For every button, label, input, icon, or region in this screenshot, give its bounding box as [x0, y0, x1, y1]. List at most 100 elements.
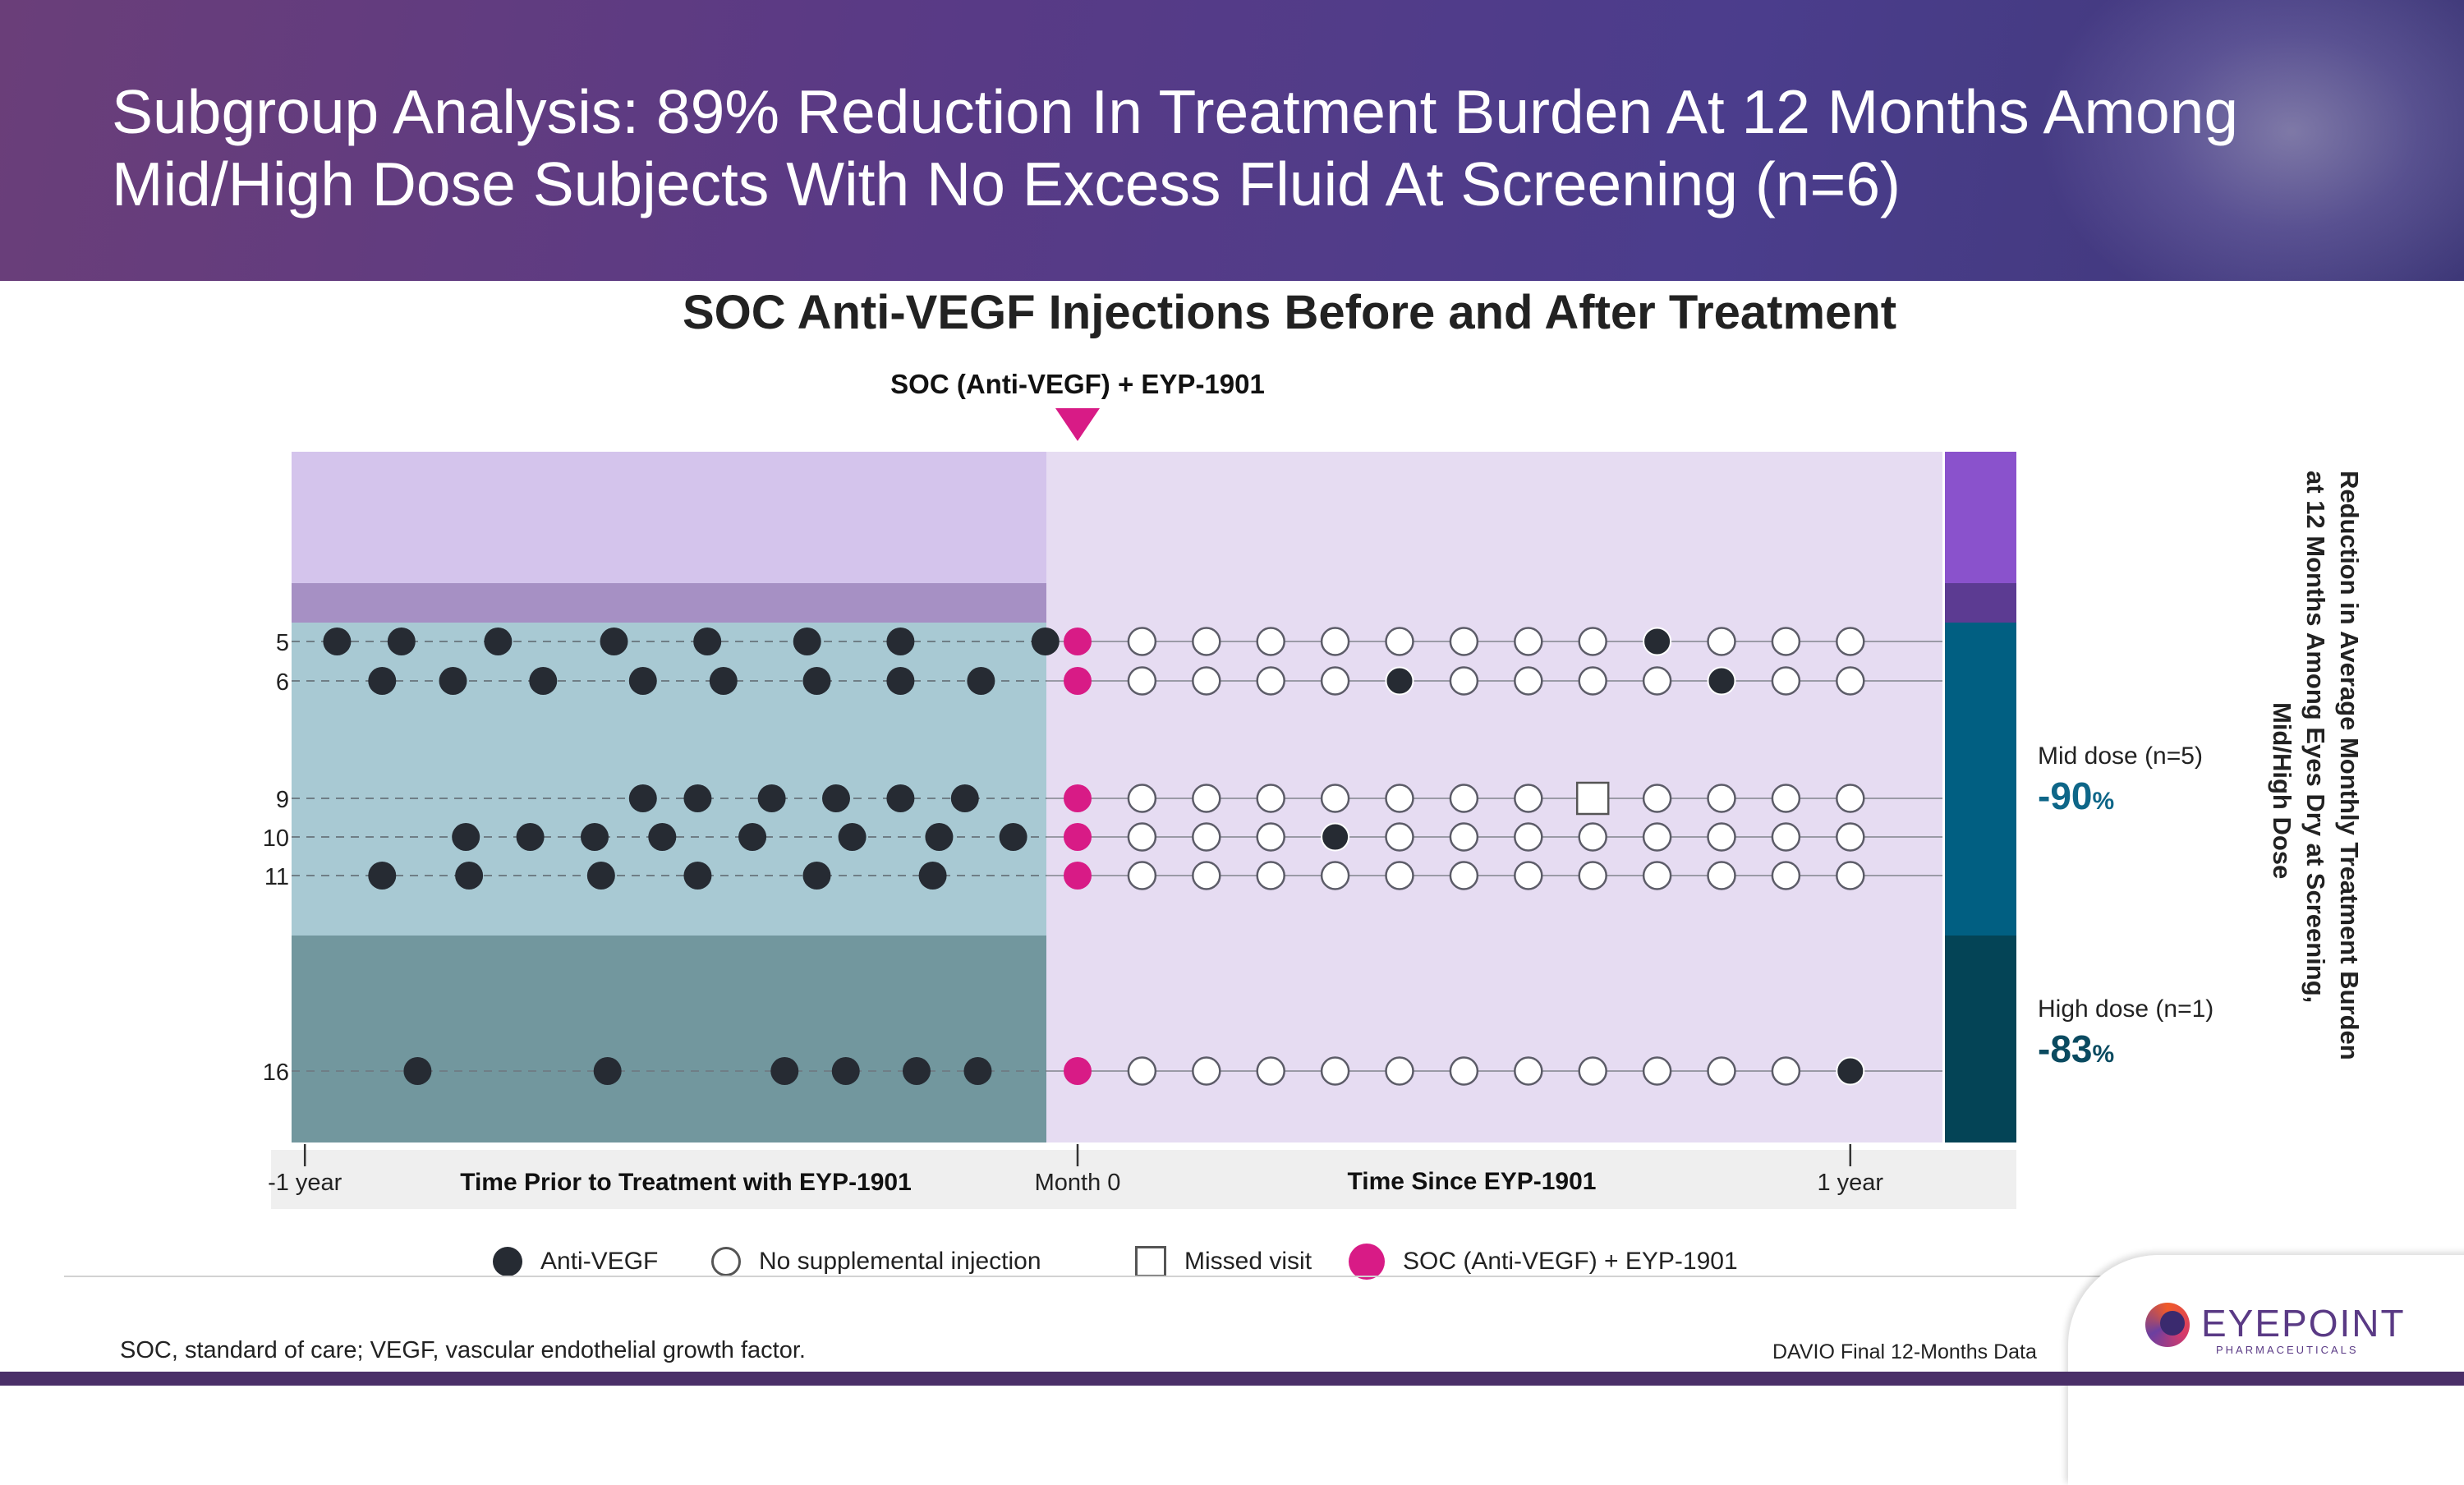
- no-injection-dot: [1771, 1056, 1801, 1086]
- anti-vegf-dot: [455, 862, 484, 890]
- anti-vegf-dot: [452, 823, 480, 851]
- no-injection-dot: [1642, 1056, 1672, 1086]
- no-injection-dot: [1385, 861, 1414, 890]
- anti-vegf-dot: [925, 823, 954, 851]
- anti-vegf-dot: [950, 784, 979, 812]
- x-tick-label: Month 0: [1035, 1170, 1121, 1196]
- anti-vegf-dot: [831, 1057, 860, 1085]
- logo-card: [2068, 1255, 2464, 1485]
- anti-vegf-dot: [484, 628, 513, 655]
- no-injection-dot: [1771, 861, 1801, 890]
- no-injection-dot: [1771, 822, 1801, 852]
- anti-vegf-dot: [387, 628, 416, 655]
- no-injection-dot: [1320, 861, 1350, 890]
- chart-title: SOC Anti-VEGF Injections Before and Afte…: [682, 286, 1897, 339]
- anti-vegf-dot: [403, 1057, 432, 1085]
- no-injection-dot: [1771, 627, 1801, 656]
- no-injection-dot: [1449, 822, 1479, 852]
- data-source: DAVIO Final 12-Months Data: [1772, 1340, 2037, 1363]
- treatment-start-arrow: [1055, 408, 1100, 441]
- x-tick-label: -1 year: [268, 1170, 342, 1196]
- no-injection-dot: [1256, 666, 1285, 696]
- no-injection-dot: [1320, 627, 1350, 656]
- anti-vegf-dot: [757, 784, 786, 812]
- anti-vegf-dot: [999, 823, 1027, 851]
- anti-vegf-dot: [793, 628, 821, 655]
- legend-item-no-supplemental: No supplemental injection: [711, 1239, 1041, 1285]
- high-dose-band: [292, 936, 1046, 1142]
- footnote: SOC, standard of care; VEGF, vascular en…: [120, 1337, 806, 1363]
- no-injection-dot: [1707, 861, 1736, 890]
- anti-vegf-dot: [516, 823, 545, 851]
- no-injection-dot: [1127, 627, 1157, 656]
- no-injection-dot: [1449, 861, 1479, 890]
- no-injection-dot: [1578, 627, 1607, 656]
- no-injection-dot: [1836, 666, 1865, 696]
- no-injection-dot: [1127, 784, 1157, 813]
- group-reduction-value: -83%: [2038, 1028, 2114, 1070]
- no-injection-dot: [1707, 784, 1736, 813]
- no-injection-dot: [1127, 861, 1157, 890]
- group-reduction-unit: %: [2092, 788, 2114, 815]
- no-injection-dot: [1449, 666, 1479, 696]
- no-injection-dot: [1192, 861, 1221, 890]
- subject-id-label: 16: [263, 1060, 289, 1086]
- no-injection-dot: [1449, 1056, 1479, 1086]
- group-label: Mid dose (n=5): [2038, 742, 2203, 770]
- anti-vegf-dot: [439, 667, 467, 695]
- group-reduction-unit: %: [2092, 1041, 2114, 1068]
- anti-vegf-dot: [1385, 666, 1414, 696]
- anti-vegf-dot: [693, 628, 722, 655]
- logo-wordmark: EYEPOINT: [2201, 1302, 2406, 1345]
- anti-vegf-dot: [1707, 666, 1736, 696]
- anti-vegf-dot: [628, 667, 657, 695]
- anti-vegf-dot: [738, 823, 767, 851]
- no-injection-dot: [1192, 627, 1221, 656]
- subject-id-label: 11: [264, 864, 289, 890]
- magenta-circle-icon: [1349, 1244, 1385, 1280]
- legend-label: Missed visit: [1184, 1248, 1312, 1275]
- logo-subtitle: PHARMACEUTICALS: [2216, 1344, 2359, 1356]
- side-bar-mid-dose: [1945, 623, 2016, 936]
- group-label: High dose (n=1): [2038, 995, 2213, 1023]
- no-injection-dot: [1836, 784, 1865, 813]
- no-injection-dot: [1836, 627, 1865, 656]
- anti-vegf-dot: [586, 862, 615, 890]
- subject-id-label: 5: [276, 630, 289, 656]
- no-injection-dot: [1256, 1056, 1285, 1086]
- no-injection-dot: [1449, 627, 1479, 656]
- no-injection-dot: [1771, 784, 1801, 813]
- no-injection-dot: [1320, 784, 1350, 813]
- no-injection-dot: [1578, 861, 1607, 890]
- anti-vegf-dot: [581, 823, 609, 851]
- header-banner: Subgroup Analysis: 89% Reduction In Trea…: [0, 0, 2464, 281]
- soc-eyp-dot: [1064, 784, 1092, 812]
- no-injection-dot: [1256, 784, 1285, 813]
- subject-id-label: 10: [263, 825, 289, 852]
- chart: 5 6 9 10 11 16 SOC (Anti-VEGF) + EYP-1901 -1 y…: [263, 369, 2364, 1209]
- anti-vegf-dot: [648, 823, 677, 851]
- no-injection-dot: [1514, 822, 1543, 852]
- soc-eyp-dot: [1064, 628, 1092, 655]
- post-treatment-area: [1046, 452, 1942, 1142]
- no-injection-dot: [1707, 822, 1736, 852]
- x-axis-band: [271, 1150, 2016, 1209]
- filled-circle-icon: [493, 1247, 522, 1276]
- anti-vegf-dot: [822, 784, 850, 812]
- anti-vegf-dot: [918, 862, 947, 890]
- eye-logo-icon: [2145, 1303, 2190, 1347]
- no-injection-dot: [1707, 1056, 1736, 1086]
- soc-eyp-dot: [1064, 823, 1092, 851]
- group-reduction-number: -83: [2038, 1028, 2092, 1070]
- anti-vegf-dot: [323, 628, 352, 655]
- no-injection-dot: [1707, 627, 1736, 656]
- x-section-label-after: Time Since EYP-1901: [1348, 1168, 1597, 1195]
- no-injection-dot: [1642, 666, 1672, 696]
- pre-purple-strip: [292, 583, 1046, 623]
- no-injection-dot: [1192, 822, 1221, 852]
- subject-id-label: 6: [276, 669, 289, 696]
- no-injection-dot: [1256, 861, 1285, 890]
- legend-label: SOC (Anti-VEGF) + EYP-1901: [1403, 1248, 1738, 1275]
- header-glow: [2037, 0, 2464, 281]
- no-injection-dot: [1514, 1056, 1543, 1086]
